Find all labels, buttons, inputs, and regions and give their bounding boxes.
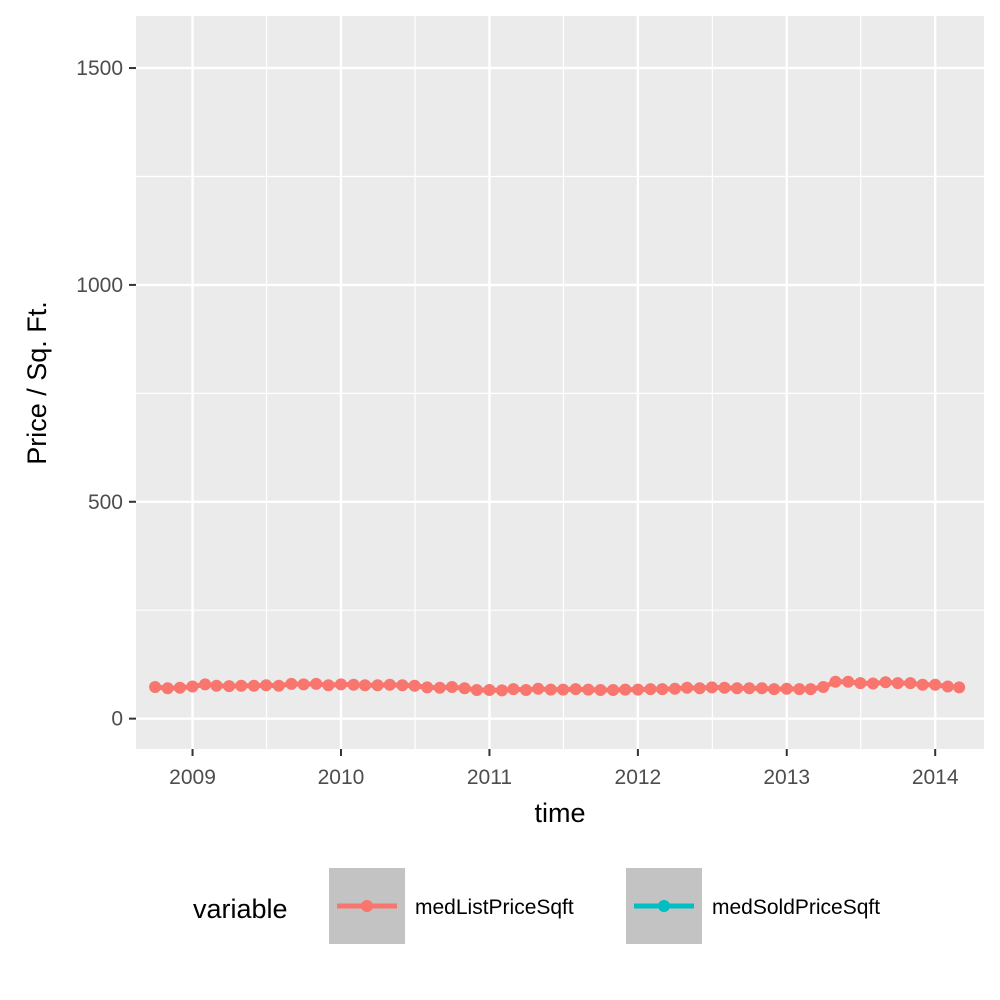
data-point [297,678,310,691]
data-point [793,683,806,696]
data-point [755,682,768,695]
data-point [804,683,817,696]
data-point [149,681,162,693]
y-tick-label: 500 [88,491,123,514]
data-point [335,678,347,691]
data-point [768,683,781,696]
data-point [458,682,471,695]
legend-entry-medListPriceSqft: medListPriceSqft [329,868,574,944]
data-point [483,684,496,696]
data-point [693,682,706,695]
data-point [496,684,508,697]
data-point [891,677,904,690]
y-tick-label: 1500 [76,57,123,80]
y-axis-title: Price / Sq. Ft. [22,301,52,465]
data-point [421,681,434,694]
data-point [644,683,657,696]
data-point [383,678,396,691]
panel-background [136,16,984,749]
data-point [718,681,731,694]
grid-minor [136,16,984,749]
data-point [520,684,532,696]
data-point [247,679,260,692]
data-point [941,680,954,693]
data-point [817,681,830,693]
data-point [731,682,744,695]
data-point [272,679,285,692]
x-tick-label: 2013 [763,766,810,789]
data-point [210,679,223,692]
data-point [867,677,879,690]
data-point [904,677,917,690]
data-point [260,679,273,692]
data-point [322,679,335,692]
data-point [186,680,199,693]
data-point [916,678,929,691]
legend-entry-medSoldPriceSqft: medSoldPriceSqft [626,868,880,944]
data-point [780,682,793,695]
data-point [285,677,298,690]
data-point [705,681,718,694]
series-layer [149,675,966,697]
data-point [433,681,446,694]
data-point [743,682,756,695]
legend-key-point [361,900,373,912]
y-tick-label: 1000 [76,274,123,297]
x-axis-title: time [534,798,585,828]
data-point [854,677,867,690]
data-point [953,681,966,694]
legend-key-point [658,900,670,912]
legend: variable medListPriceSqft medSoldPriceSq… [193,868,880,944]
data-point [161,682,174,695]
data-point [532,682,545,695]
data-point [656,683,669,696]
data-point [879,676,892,689]
data-point [446,681,458,693]
y-tick-label: 0 [111,708,123,731]
data-point [668,682,681,695]
x-tick-label: 2014 [912,766,959,789]
data-point [408,679,421,692]
data-point [929,678,942,691]
data-point [359,679,371,692]
grid-major [136,16,984,749]
x-tick-label: 2009 [169,766,216,789]
data-point [829,675,842,688]
x-tick-label: 2010 [318,766,365,789]
y-axis: 0 500 1000 1500 [76,57,136,731]
data-point [681,681,694,694]
legend-label: medSoldPriceSqft [712,896,880,919]
data-point [347,678,360,691]
data-point [235,679,248,692]
data-point [396,679,409,692]
data-point [594,684,607,696]
data-point [842,675,855,688]
data-point [582,683,595,696]
data-point [631,683,644,696]
data-point [223,680,236,693]
data-point [544,683,557,696]
x-axis: 2009 2010 2011 2012 2013 2014 [169,749,959,789]
data-point [310,677,323,690]
legend-label: medListPriceSqft [415,896,574,919]
data-point [470,684,483,696]
data-point [607,684,620,696]
data-point [371,679,384,692]
legend-title: variable [193,894,288,924]
data-point [199,678,212,691]
data-point [557,683,570,696]
x-tick-label: 2012 [615,766,662,789]
data-point [569,683,582,696]
data-point [619,683,632,696]
data-point [507,683,520,696]
x-tick-label: 2011 [467,766,512,789]
data-point [173,681,186,694]
